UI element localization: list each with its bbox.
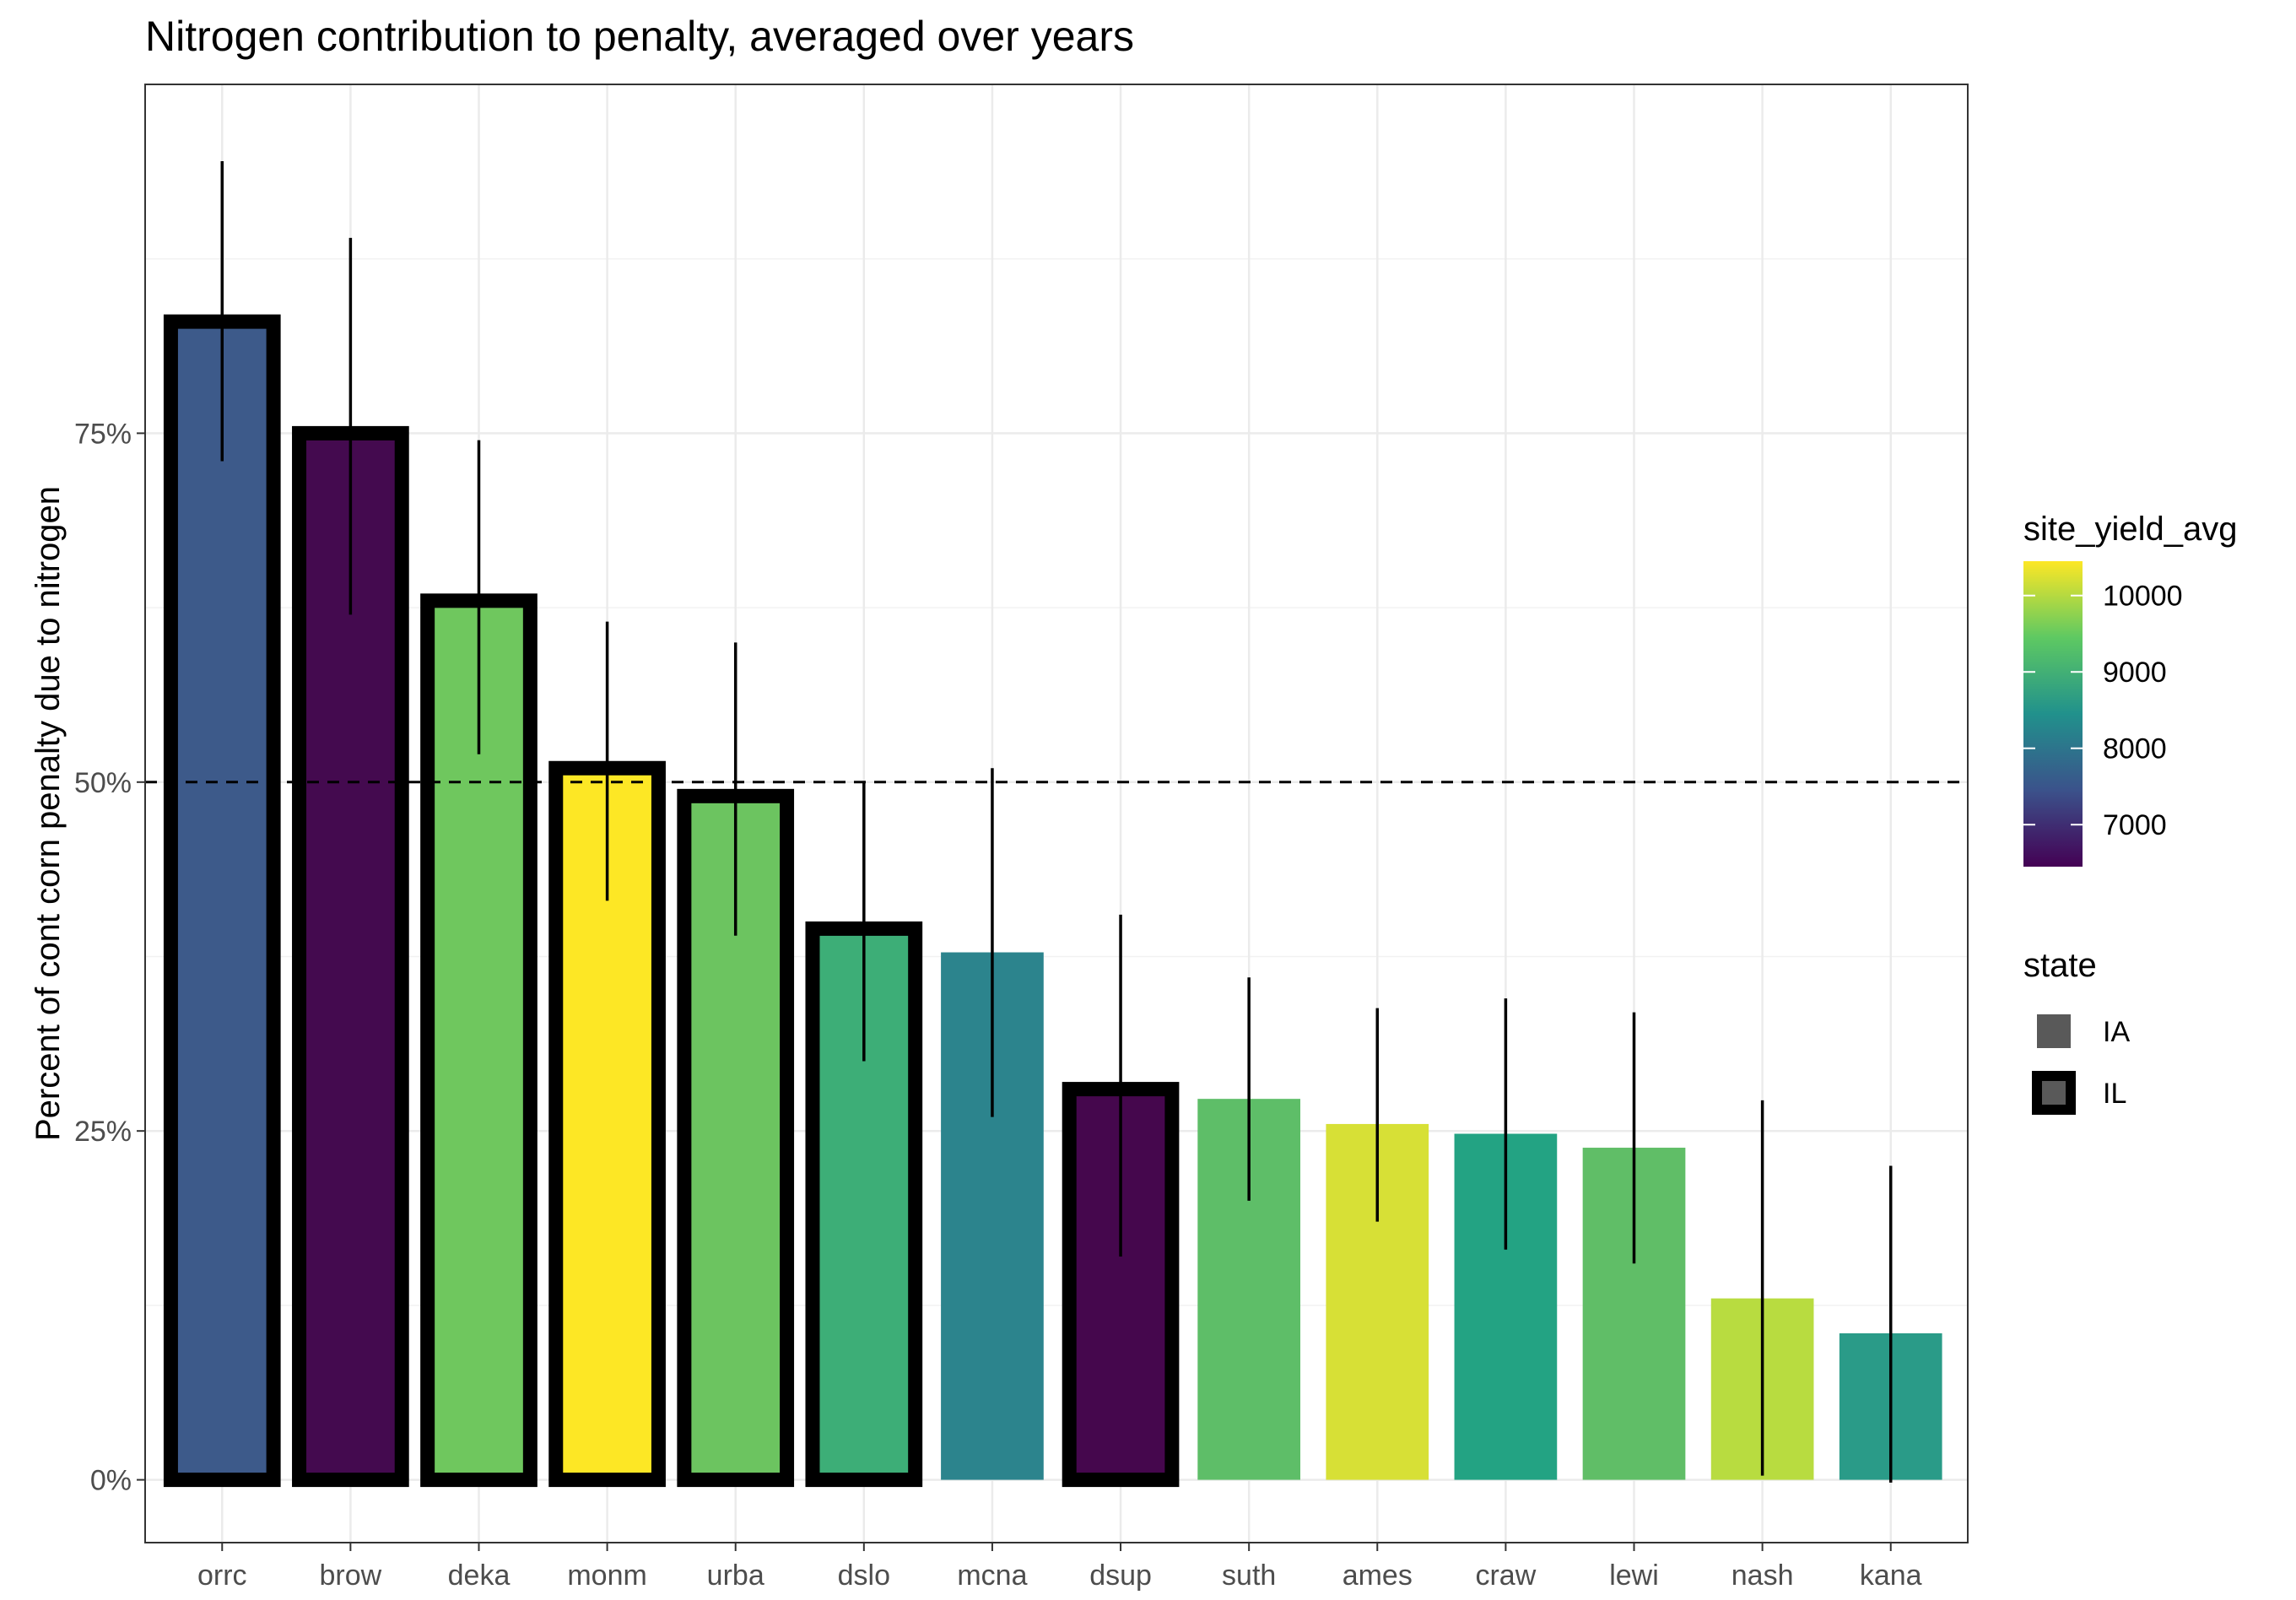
- legend-fill-title: site_yield_avg: [2023, 511, 2238, 548]
- panel-border: [144, 84, 1969, 1543]
- legend-state-title: state: [2023, 947, 2097, 984]
- y-tick-label: 25%: [74, 1116, 132, 1148]
- legend-label-IA: IA: [2103, 1016, 2130, 1048]
- x-tick-label-dslo: dslo: [838, 1559, 890, 1592]
- y-axis-title: Percent of cont corn penalty due to nitr…: [30, 486, 67, 1141]
- error-bars: [220, 160, 1893, 1483]
- x-tick-label-brow: brow: [320, 1559, 382, 1592]
- legend-label-IL: IL: [2103, 1078, 2126, 1110]
- bar-orrc: [163, 314, 281, 1488]
- legend-key-IA: [2037, 1014, 2071, 1048]
- grid-lines: [145, 84, 1968, 1543]
- colorbar-label: 10000: [2103, 581, 2183, 613]
- x-tick-label-deka: deka: [448, 1559, 511, 1592]
- colorbar-label: 7000: [2103, 809, 2167, 841]
- y-tick-label: 75%: [74, 418, 132, 450]
- x-tick-label-lewi: lewi: [1609, 1559, 1659, 1592]
- x-tick-label-monm: monm: [567, 1559, 646, 1592]
- x-tick-label-mcna: mcna: [957, 1559, 1027, 1592]
- x-tick-label-suth: suth: [1222, 1559, 1276, 1592]
- x-tick-label-orrc: orrc: [197, 1559, 247, 1592]
- x-tick-label-kana: kana: [1860, 1559, 1922, 1592]
- legend-key-IL: [2032, 1071, 2076, 1115]
- y-tick-label: 50%: [74, 767, 132, 799]
- x-tick-label-urba: urba: [707, 1559, 764, 1592]
- y-tick-label: 0%: [90, 1465, 132, 1497]
- colorbar-label: 8000: [2103, 733, 2167, 765]
- x-tick-label-ames: ames: [1342, 1559, 1413, 1592]
- colorbar: [2023, 561, 2083, 867]
- y-axis: 0% 25% 50% 75%: [74, 418, 145, 1497]
- bars: [163, 314, 1942, 1488]
- x-tick-label-dsup: dsup: [1089, 1559, 1152, 1592]
- chart-title: Nitrogen contribution to penalty, averag…: [145, 13, 1134, 60]
- colorbar-label: 9000: [2103, 657, 2167, 689]
- x-tick-label-craw: craw: [1475, 1559, 1536, 1592]
- x-tick-label-nash: nash: [1731, 1559, 1794, 1592]
- x-axis: orrc brow deka monm urba dslo mcna dsup suth ames…: [197, 1543, 1922, 1592]
